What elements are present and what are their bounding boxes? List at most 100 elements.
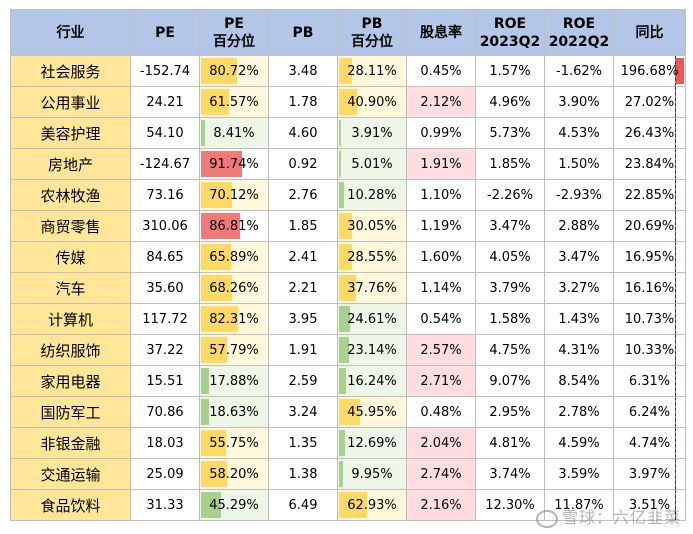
- yoy-growth: 196.68%: [613, 55, 686, 87]
- table-row: 计算机 117.72 82.31% 3.95 24.61% 0.54% 1.58% 1.43%…: [10, 303, 686, 335]
- dividend-yield: 0.54%: [406, 303, 476, 335]
- pe-percentile-bar: [201, 244, 231, 270]
- pe-value: 73.16: [130, 179, 200, 211]
- pe-percentile: 17.88%: [199, 365, 269, 397]
- pe-value: 54.10: [130, 117, 200, 149]
- pe-percentile-label: 61.57%: [209, 94, 259, 110]
- pe-percentile-bar: [201, 399, 210, 425]
- roe-2023q2: 3.47%: [475, 210, 545, 242]
- industry-name: 传媒: [10, 241, 131, 273]
- roe-2023q2: 12.30%: [475, 489, 545, 521]
- pe-percentile-label: 91.74%: [209, 156, 259, 172]
- industry-name: 社会服务: [10, 55, 131, 87]
- pb-value: 1.38: [268, 458, 338, 490]
- pb-percentile: 3.91%: [337, 117, 407, 149]
- pb-percentile-bar: [339, 213, 353, 239]
- yoy-axis-line: [675, 273, 677, 303]
- table-row: 社会服务 -152.74 80.72% 3.48 28.11% 0.45% 1.57% -1.…: [10, 55, 686, 87]
- yoy-label: 27.02%: [624, 94, 675, 110]
- pe-percentile: 80.72%: [199, 55, 269, 87]
- pb-percentile-label: 10.28%: [347, 187, 397, 203]
- header-row: 行业 PE PE 百分位 PB PB 百分位 股息率 ROE 2023Q2 ROE 20…: [10, 9, 686, 56]
- watermark: 雪球：六亿韭菜: [535, 504, 681, 528]
- yoy-growth: 26.43%: [613, 117, 686, 149]
- pb-percentile-bar: [339, 492, 368, 518]
- yoy-axis-line: [675, 118, 677, 148]
- roe-2022q2: 2.88%: [544, 210, 614, 242]
- yoy-label: 10.73%: [624, 311, 675, 327]
- roe-2023q2: 1.58%: [475, 303, 545, 335]
- pb-percentile-label: 23.14%: [347, 342, 397, 358]
- pb-percentile-bar: [339, 368, 347, 394]
- pb-value: 2.21: [268, 272, 338, 304]
- pe-value: 37.22: [130, 334, 200, 366]
- roe-2022q2: -1.62%: [544, 55, 614, 87]
- pb-percentile: 10.28%: [337, 179, 407, 211]
- yoy-axis-line: [675, 242, 677, 272]
- pb-percentile-bar: [339, 337, 350, 363]
- roe-2023q2: 1.57%: [475, 55, 545, 87]
- header-pe-percentile: PE 百分位: [199, 9, 269, 56]
- dividend-yield: 0.99%: [406, 117, 476, 149]
- table-row: 非银金融 18.03 55.75% 1.35 12.69% 2.04% 4.81% 4.59%…: [10, 427, 686, 459]
- header-dividend-yield: 股息率: [406, 9, 476, 56]
- pe-percentile: 82.31%: [199, 303, 269, 335]
- pe-percentile-bar: [201, 275, 232, 301]
- pb-value: 0.92: [268, 148, 338, 180]
- pb-percentile: 37.76%: [337, 272, 407, 304]
- pb-percentile-bar: [339, 275, 356, 301]
- roe-2023q2: -2.26%: [475, 179, 545, 211]
- roe-2023q2: 3.79%: [475, 272, 545, 304]
- industry-name: 公用事业: [10, 86, 131, 118]
- yoy-growth: 16.95%: [613, 241, 686, 273]
- roe-2022q2: 1.43%: [544, 303, 614, 335]
- pb-percentile: 28.11%: [337, 55, 407, 87]
- yoy-growth: 16.16%: [613, 272, 686, 304]
- pb-value: 1.91: [268, 334, 338, 366]
- pb-value: 4.60: [268, 117, 338, 149]
- yoy-growth: 10.33%: [613, 334, 686, 366]
- pb-percentile: 30.05%: [337, 210, 407, 242]
- table-row: 国防军工 70.86 18.63% 3.24 45.95% 0.48% 2.95% 2.78%…: [10, 396, 686, 428]
- yoy-growth: 10.73%: [613, 303, 686, 335]
- yoy-label: 20.69%: [624, 218, 675, 234]
- pb-percentile: 23.14%: [337, 334, 407, 366]
- pb-percentile-bar: [339, 430, 345, 456]
- yoy-label: 23.84%: [624, 156, 675, 172]
- dividend-yield: 2.12%: [406, 86, 476, 118]
- pe-percentile-bar: [201, 337, 227, 363]
- pe-percentile: 91.74%: [199, 148, 269, 180]
- yoy-label: 3.51%: [628, 497, 671, 513]
- yoy-label: 196.68%: [620, 63, 679, 79]
- pe-percentile: 18.63%: [199, 396, 269, 428]
- pb-percentile-label: 45.95%: [347, 404, 397, 420]
- yoy-growth: 23.84%: [613, 148, 686, 180]
- pb-percentile-label: 24.61%: [347, 311, 397, 327]
- yoy-growth: 6.24%: [613, 396, 686, 428]
- yoy-label: 4.74%: [628, 435, 671, 451]
- pb-value: 3.48: [268, 55, 338, 87]
- pe-value: 15.51: [130, 365, 200, 397]
- roe-2022q2: 3.27%: [544, 272, 614, 304]
- pb-value: 3.95: [268, 303, 338, 335]
- pb-percentile-label: 3.91%: [351, 125, 393, 141]
- dividend-yield: 2.71%: [406, 365, 476, 397]
- pe-value: 117.72: [130, 303, 200, 335]
- yoy-axis-line: [675, 87, 677, 117]
- pb-percentile: 12.69%: [337, 427, 407, 459]
- dividend-yield: 0.48%: [406, 396, 476, 428]
- dividend-yield: 2.74%: [406, 458, 476, 490]
- pe-percentile: 45.29%: [199, 489, 269, 521]
- industry-name: 计算机: [10, 303, 131, 335]
- industry-name: 纺织服饰: [10, 334, 131, 366]
- pb-percentile: 40.90%: [337, 86, 407, 118]
- table-row: 美容护理 54.10 8.41% 4.60 3.91% 0.99% 5.73% 4.53% 26…: [10, 117, 686, 149]
- pb-value: 2.59: [268, 365, 338, 397]
- pe-percentile-label: 17.88%: [209, 373, 259, 389]
- pe-value: 35.60: [130, 272, 200, 304]
- header-pe: PE: [130, 9, 200, 56]
- pe-percentile: 86.81%: [199, 210, 269, 242]
- pb-percentile-label: 16.24%: [347, 373, 397, 389]
- yoy-label: 6.31%: [628, 373, 671, 389]
- roe-2022q2: 1.50%: [544, 148, 614, 180]
